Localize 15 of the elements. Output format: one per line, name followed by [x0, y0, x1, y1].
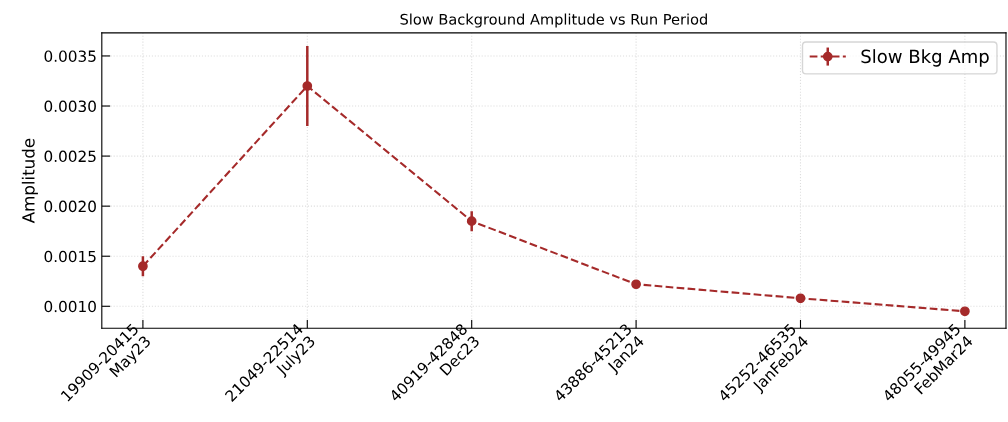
- chart-title: Slow Background Amplitude vs Run Period: [400, 13, 707, 28]
- y-tick-label: 0.0015: [44, 250, 96, 263]
- y-axis-title: Amplitude: [21, 138, 38, 224]
- point: [631, 279, 641, 290]
- y-tick-label: 0.0025: [44, 150, 96, 163]
- point: [138, 261, 148, 272]
- point: [466, 216, 477, 227]
- point: [960, 306, 970, 317]
- point: [795, 293, 806, 304]
- y-tick-label: 0.0020: [44, 200, 96, 213]
- point: [302, 81, 313, 91]
- y-tick-label: 0.0035: [44, 50, 96, 62]
- legend-label: Slow Bkg Amp: [861, 49, 989, 67]
- y-tick-label: 0.0010: [44, 300, 96, 313]
- y-tick-label: 0.0030: [44, 100, 96, 113]
